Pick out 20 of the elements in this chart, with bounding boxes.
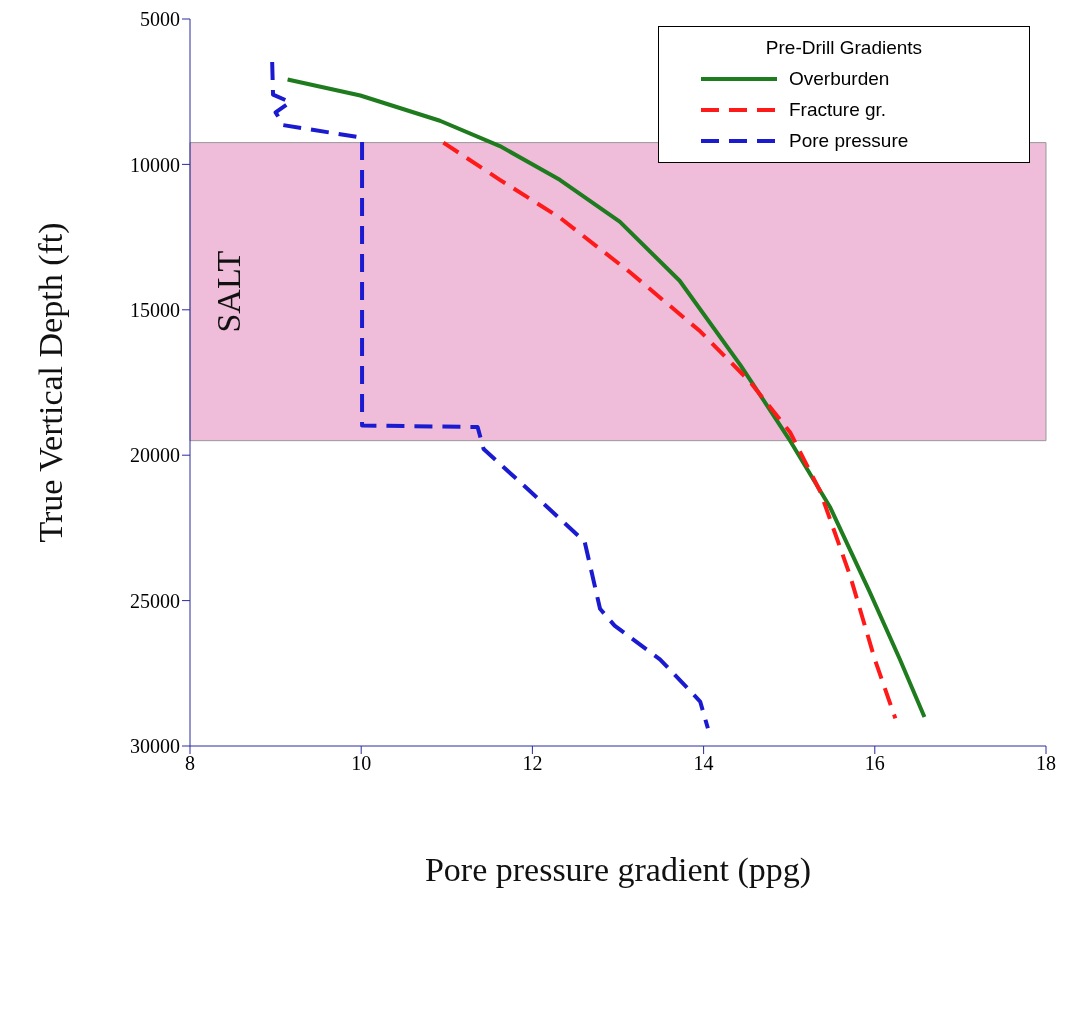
legend-title: Pre-Drill Gradients xyxy=(764,36,924,60)
x-tick-label: 14 xyxy=(693,752,714,775)
x-tick-label: 10 xyxy=(351,752,372,775)
y-tick-label: 10000 xyxy=(130,153,180,176)
x-tick-label: 16 xyxy=(864,752,885,775)
x-tick-label: 18 xyxy=(1036,752,1056,775)
legend-label: Pore pressure xyxy=(789,129,909,152)
y-axis-title: True Vertical Depth (ft) xyxy=(32,222,71,543)
legend-label: Fracture gr. xyxy=(789,98,887,121)
band-label: SALT xyxy=(210,250,247,333)
y-tick-label: 20000 xyxy=(130,444,180,467)
y-tick-label: 30000 xyxy=(130,735,180,758)
line-series xyxy=(270,60,710,731)
x-axis-title: Pore pressure gradient (ppg) xyxy=(424,851,812,889)
x-tick-label: 8 xyxy=(185,752,195,775)
y-tick-label: 15000 xyxy=(130,298,180,321)
legend-label: Overburden xyxy=(789,67,890,90)
y-tick-label: 5000 xyxy=(140,8,180,31)
y-tick-label: 25000 xyxy=(130,589,180,612)
x-tick-label: 12 xyxy=(522,752,543,775)
